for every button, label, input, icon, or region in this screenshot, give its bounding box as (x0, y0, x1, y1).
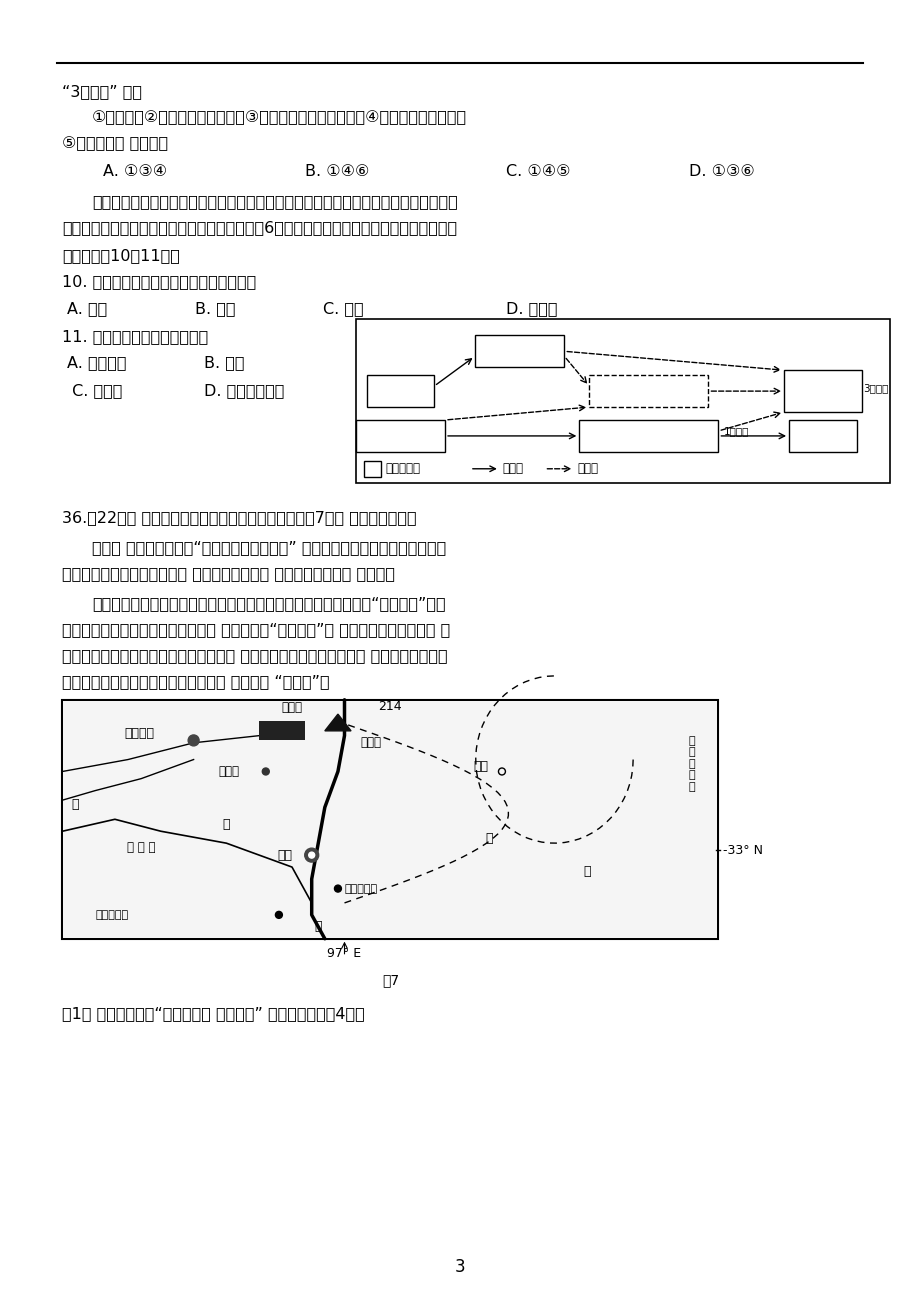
Text: 天: 天 (222, 818, 230, 831)
Text: “3个太阳” 是指: “3个太阳” 是指 (62, 85, 142, 99)
Text: 隆安滩鹤群: 隆安滩鹤群 (95, 910, 129, 921)
Text: 黄河源: 黄河源 (219, 766, 239, 779)
Bar (588, 375, 708, 408)
Text: 1小时内: 1小时内 (722, 426, 748, 436)
Text: 农户: 农户 (391, 384, 408, 397)
Text: 打破了高山草甫的宁静和生态平衡， 更给它留下“千疮百孔”， 留下的坑洞寸草不生， 植: 打破了高山草甫的宁静和生态平衡， 更给它留下“千疮百孔”， 留下的坑洞寸草不生，… (62, 622, 450, 637)
Text: 销售部门: 销售部门 (632, 384, 664, 397)
Text: 显降低。很可能将整片草甫推上沙化、 荒漠化的 “不归路”。: 显降低。很可能将整片草甫推上沙化、 荒漠化的 “不归路”。 (62, 674, 330, 689)
Bar (789, 421, 856, 452)
Text: 10. 影响鲜切水果业布局的主导区位因素是: 10. 影响鲜切水果业布局的主导区位因素是 (62, 273, 256, 289)
Polygon shape (324, 713, 351, 730)
Bar (363, 461, 381, 477)
Text: D. ①③⑥: D. ①③⑥ (687, 164, 754, 180)
Text: 鲜切制品。鲜果切从加工到送达客户手中不超过6小时，以确保用户能食用到最新鲜的果切。: 鲜切制品。鲜果切从加工到送达客户手中不超过6小时，以确保用户能食用到最新鲜的果切… (62, 220, 457, 234)
Bar (474, 336, 563, 367)
Text: C. 交通: C. 交通 (323, 302, 363, 316)
Text: 玉树: 玉树 (277, 849, 291, 862)
Text: B. 超市: B. 超市 (204, 355, 244, 370)
Text: 黄: 黄 (484, 832, 492, 845)
Circle shape (309, 852, 314, 858)
Text: 门店: 门店 (814, 430, 830, 443)
Circle shape (335, 885, 341, 892)
Text: 36.（22分） 读如下材料和玉树及周边地区区域图（图7）， 回答下列问题。: 36.（22分） 读如下材料和玉树及周边地区区域图（图7）， 回答下列问题。 (62, 510, 416, 526)
Text: 两江源头: 两江源头 (124, 727, 154, 740)
Text: D. 劳动力: D. 劳动力 (505, 302, 557, 316)
Text: 自
然
保
护
区: 自 然 保 护 区 (688, 736, 695, 792)
Text: 图7: 图7 (381, 974, 399, 988)
Text: 材料一 青海省玉树素有“江河之源、中华水塔” 的美讉。高寛是该州气候的基本特: 材料一 青海省玉树素有“江河之源、中华水塔” 的美讉。高寛是该州气候的基本特 (92, 540, 446, 556)
Text: 厂区: 厂区 (511, 345, 528, 358)
Text: C. 专卖店: C. 专卖店 (67, 383, 122, 398)
Text: 材料二玉树地区也是冬虫夏草的主要产地之一。但近些年来的百万“挖草大军”不仅: 材料二玉树地区也是冬虫夏草的主要产地之一。但近些年来的百万“挖草大军”不仅 (92, 596, 446, 611)
Text: 河: 河 (314, 921, 322, 934)
Text: 通: 通 (72, 798, 79, 811)
Text: 214: 214 (379, 700, 402, 713)
Bar (366, 375, 434, 408)
Bar (783, 370, 860, 411)
Text: 实物流: 实物流 (502, 462, 523, 475)
Text: 消费者: 消费者 (810, 384, 834, 397)
Text: 农贸市场: 农贸市场 (384, 430, 416, 443)
Text: 3: 3 (454, 1258, 465, 1276)
Text: B. ①④⑥: B. ①④⑥ (304, 164, 369, 180)
Text: -33° N: -33° N (722, 844, 763, 857)
Bar (62, 699, 718, 939)
Bar (63, 700, 717, 937)
Text: 文成公主庙: 文成公主庙 (344, 884, 377, 893)
Text: 信息流: 信息流 (576, 462, 597, 475)
Text: 某果切企业: 某果切企业 (385, 462, 420, 475)
Text: 扎陵湖: 扎陵湖 (281, 702, 302, 713)
Text: A. 市场: A. 市场 (67, 302, 107, 316)
Text: 读图，回等10＾11题。: 读图，回等10＾11题。 (62, 247, 180, 263)
Bar (356, 421, 445, 452)
Text: ①日照充足②土壤在夜晗提供热量③湖面反射太阳光提供热量④石墙在夜晗提供热量: ①日照充足②土壤在夜晗提供热量③湖面反射太阳光提供热量④石墙在夜晗提供热量 (92, 111, 467, 125)
Bar (259, 721, 305, 741)
Text: 11. 该企业产品的销售主要依靠: 11. 该企业产品的销售主要依靠 (62, 329, 209, 344)
Circle shape (188, 734, 199, 746)
Bar (579, 421, 718, 452)
Text: 澜 沧 江: 澜 沧 江 (127, 841, 155, 854)
Text: A. 大型商场: A. 大型商场 (67, 355, 126, 370)
Text: 鲜切水果是为了满足消费者的即食需求，对新鲜水果进行处理，使产品保持生鲜状态的: 鲜切水果是为了满足消费者的即食需求，对新鲜水果进行处理，使产品保持生鲜状态的 (92, 194, 458, 208)
Text: 点。玉树州是一个以牧为主， 农牧兼营的地区， 其矿产资源丰富， 产量大。: 点。玉树州是一个以牧为主， 农牧兼营的地区， 其矿产资源丰富， 产量大。 (62, 566, 395, 582)
Text: 鄂陵湖: 鄂陵湖 (360, 737, 380, 750)
Text: ⑤气候湿润， 降水较多: ⑤气候湿润， 降水较多 (62, 137, 168, 151)
Text: 物长势退化。一些原有的高原植物消失， 而有毒杂草大面积覆盖牛草， 使土壤吸水能力明: 物长势退化。一些原有的高原植物消失， 而有毒杂草大面积覆盖牛草， 使土壤吸水能力… (62, 648, 448, 663)
Circle shape (262, 768, 269, 775)
Text: 3小时内: 3小时内 (863, 383, 888, 393)
Text: 分级、加工、包装: 分级、加工、包装 (618, 430, 678, 443)
Circle shape (275, 911, 282, 918)
Text: 河: 河 (583, 866, 590, 879)
Bar (356, 319, 890, 483)
Text: 97° E: 97° E (327, 947, 361, 960)
Text: C. ①④⑤: C. ①④⑤ (505, 164, 570, 180)
Circle shape (304, 848, 318, 862)
Text: D. 电子商务平台: D. 电子商务平台 (204, 383, 284, 398)
Text: A. ①③④: A. ①③④ (103, 164, 167, 180)
Text: 玛沁: 玛沁 (473, 760, 488, 773)
Text: （1） 分析玉树具有“江河之源、 中华水塔” 美讉的原因。（4分）: （1） 分析玉树具有“江河之源、 中华水塔” 美讉的原因。（4分） (62, 1006, 365, 1022)
Text: B. 原料: B. 原料 (195, 302, 235, 316)
